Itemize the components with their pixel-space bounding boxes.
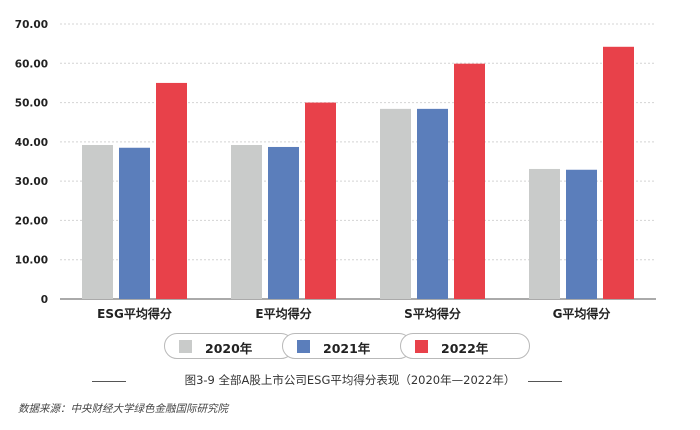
bar-chart: 0 10.00 20.00 30.00 40.00 50.00 60.00 70.00 ESG平… (15, 19, 656, 321)
bar-0-1 (231, 145, 262, 299)
bar-1-2 (417, 108, 448, 299)
bar-2-1 (305, 102, 336, 299)
caption-divider-left (92, 381, 126, 382)
y-tick-label-2: 20.00 (15, 215, 48, 227)
bar-0-2 (380, 108, 411, 299)
bar-0-0 (82, 145, 113, 299)
data-source: 数据来源：中央财经大学绿色金融国际研究院 (18, 403, 228, 415)
x-category-label-1: E平均得分 (255, 306, 311, 321)
legend-item-2022[interactable]: 2022年 (400, 333, 530, 359)
bar-2-0 (156, 82, 187, 299)
y-tick-label-4: 40.00 (15, 137, 48, 149)
figure-caption: 图3-9 全部A股上市公司ESG平均得分表现（2020年—2022年） (0, 370, 700, 392)
legend-label-2021: 2021年 (323, 341, 371, 356)
legend-label-2020: 2020年 (205, 341, 253, 356)
bar-1-1 (268, 146, 299, 299)
legend-item-2021[interactable]: 2021年 (282, 333, 412, 359)
y-tick-label-1: 10.00 (15, 255, 48, 267)
legend: 2020年 2021年 2022年 (0, 333, 700, 361)
legend-swatch-2020 (179, 340, 192, 353)
y-tick-label-0: 0 (41, 294, 48, 306)
y-tick-label-5: 50.00 (15, 98, 48, 110)
bar-2-2 (454, 63, 485, 299)
x-category-label-0: ESG平均得分 (97, 306, 172, 321)
y-tick-label-7: 70.00 (15, 19, 48, 31)
bar-2-3 (603, 46, 634, 300)
x-category-label-2: S平均得分 (404, 306, 461, 321)
bar-0-3 (529, 168, 560, 299)
legend-label-2022: 2022年 (441, 341, 489, 356)
chart-svg: 0 10.00 20.00 30.00 40.00 50.00 60.00 70.00 ESG平… (15, 19, 656, 321)
x-category-label-3: G平均得分 (553, 306, 611, 321)
bar-1-0 (119, 147, 150, 299)
y-tick-label-6: 60.00 (15, 58, 48, 70)
caption-text: 图3-9 全部A股上市公司ESG平均得分表现（2020年—2022年） (184, 373, 516, 387)
bar-1-3 (566, 169, 597, 299)
caption-divider-right (528, 381, 562, 382)
legend-swatch-2021 (297, 340, 310, 353)
legend-swatch-2022 (415, 340, 428, 353)
legend-item-2020[interactable]: 2020年 (164, 333, 294, 359)
y-tick-label-3: 30.00 (15, 176, 48, 188)
